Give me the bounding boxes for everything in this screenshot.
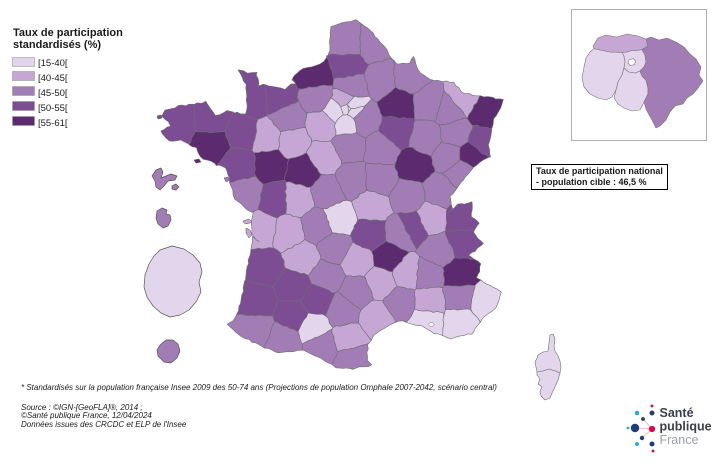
svg-text:[40-45[: [40-45[ (38, 73, 68, 84)
svg-text:Santé: Santé (660, 406, 694, 420)
svg-text:[15-40[: [15-40[ (38, 58, 68, 69)
svg-text:[55-61[: [55-61[ (38, 118, 68, 129)
svg-text:[45-50[: [45-50[ (38, 88, 68, 99)
svg-text:publique: publique (660, 420, 712, 434)
svg-text:France: France (660, 433, 699, 447)
svg-text:[50-55[: [50-55[ (38, 103, 68, 114)
